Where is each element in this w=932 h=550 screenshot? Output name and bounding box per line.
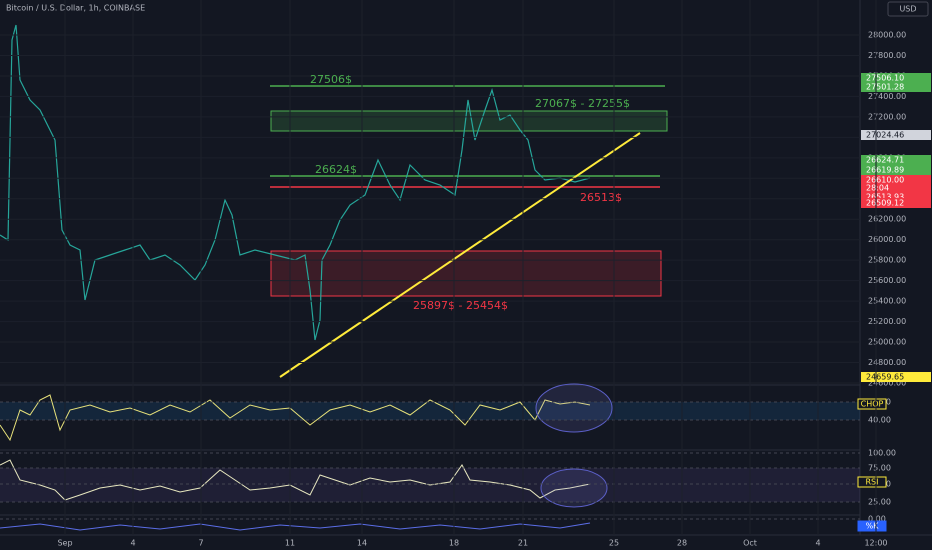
indicator-name: CHOP — [861, 400, 884, 409]
symbol-title: Bitcoin / U.S. Dollar, 1h, COINBASE — [6, 4, 145, 13]
price-tag — [861, 73, 931, 83]
time-tick-label: 14 — [357, 539, 367, 548]
price-tag — [861, 155, 931, 165]
time-tick-label: 25 — [609, 539, 619, 548]
price-tag-label: 27501.28 — [866, 83, 904, 92]
stoch-line — [0, 522, 591, 531]
trend-line — [279, 132, 641, 378]
price-tag-label: 27024.46 — [866, 131, 904, 140]
price-tick-label: 24600.00 — [868, 378, 906, 387]
indicator-tick-label: 25.00 — [868, 498, 891, 507]
time-tick-label: 11 — [285, 539, 295, 548]
price-tag-label: 28:04 — [866, 184, 889, 193]
price-tag-label: 26509.12 — [866, 199, 904, 208]
annotation: 25897$ - 25454$ — [413, 299, 508, 312]
indicator-tick-label: 0.00 — [868, 515, 886, 524]
price-path — [0, 24, 591, 341]
currency-button[interactable] — [887, 1, 929, 17]
time-tick-label: 4 — [130, 539, 135, 548]
price-tag-label: 26624.71 — [866, 156, 904, 165]
rsi-line — [0, 459, 591, 501]
highlight — [535, 383, 613, 433]
price-tag-label: 26513.93 — [866, 193, 904, 202]
price-tick-label: 25600.00 — [868, 276, 906, 285]
indicator-name: RSI — [866, 478, 879, 487]
chop-line — [0, 394, 591, 442]
indicator-name: %K — [866, 522, 880, 531]
price-tag — [861, 165, 931, 175]
price-tick-label: 28000.00 — [868, 31, 906, 40]
time-tick-label: Oct — [743, 539, 757, 548]
time-tick-label: 21 — [518, 539, 528, 548]
price-tick-label: 24800.00 — [868, 358, 906, 367]
price-tag-label: 26610.00 — [866, 176, 904, 185]
annotation: 27506$ — [310, 73, 352, 86]
annotation: 26624$ — [315, 163, 357, 176]
price-tick-label: 27400.00 — [868, 92, 906, 101]
price-tag — [861, 175, 931, 185]
price-tag-label: 27506.10 — [866, 74, 904, 83]
annotation: 27067$ - 27255$ — [535, 97, 630, 110]
price-tag — [861, 130, 931, 140]
time-tick-label: 12:00 — [864, 539, 887, 548]
support-zone — [270, 250, 662, 297]
indicator-tick-label: 75.00 — [868, 464, 891, 473]
price-tag — [861, 183, 931, 193]
indicator-tick-label: 100.00 — [868, 449, 896, 458]
price-tag-label: 26619.89 — [866, 166, 904, 175]
time-tick-label: 4 — [815, 539, 820, 548]
price-tick-label: 27800.00 — [868, 51, 906, 60]
indicator-tick-label: 40.00 — [868, 416, 891, 425]
indicator-tag — [857, 520, 887, 532]
time-tick-label: 7 — [198, 539, 203, 548]
price-tick-label: 26000.00 — [868, 235, 906, 244]
indicator-tag — [857, 476, 887, 488]
highlight — [540, 468, 608, 508]
time-tick-label: 28 — [677, 539, 687, 548]
price-tag — [861, 82, 931, 92]
price-tick-label: 25400.00 — [868, 297, 906, 306]
indicator-tag — [857, 398, 887, 410]
time-tick-label: 18 — [449, 539, 459, 548]
time-tick-label: Sep — [57, 539, 72, 548]
resistance-zone — [270, 110, 668, 132]
price-tag — [861, 372, 931, 382]
annotation: 26513$ — [580, 191, 622, 204]
price-tick-label: 25800.00 — [868, 256, 906, 265]
price-tag — [861, 198, 931, 208]
price-tick-label: 27200.00 — [868, 112, 906, 121]
chop-band — [0, 402, 860, 420]
price-tag — [861, 192, 931, 202]
currency-label[interactable]: USD — [899, 5, 916, 14]
price-tick-label: 25000.00 — [868, 338, 906, 347]
price-tick-label: 26200.00 — [868, 215, 906, 224]
price-tag-label: 24659.65 — [866, 373, 904, 382]
price-tick-label: 25200.00 — [868, 317, 906, 326]
